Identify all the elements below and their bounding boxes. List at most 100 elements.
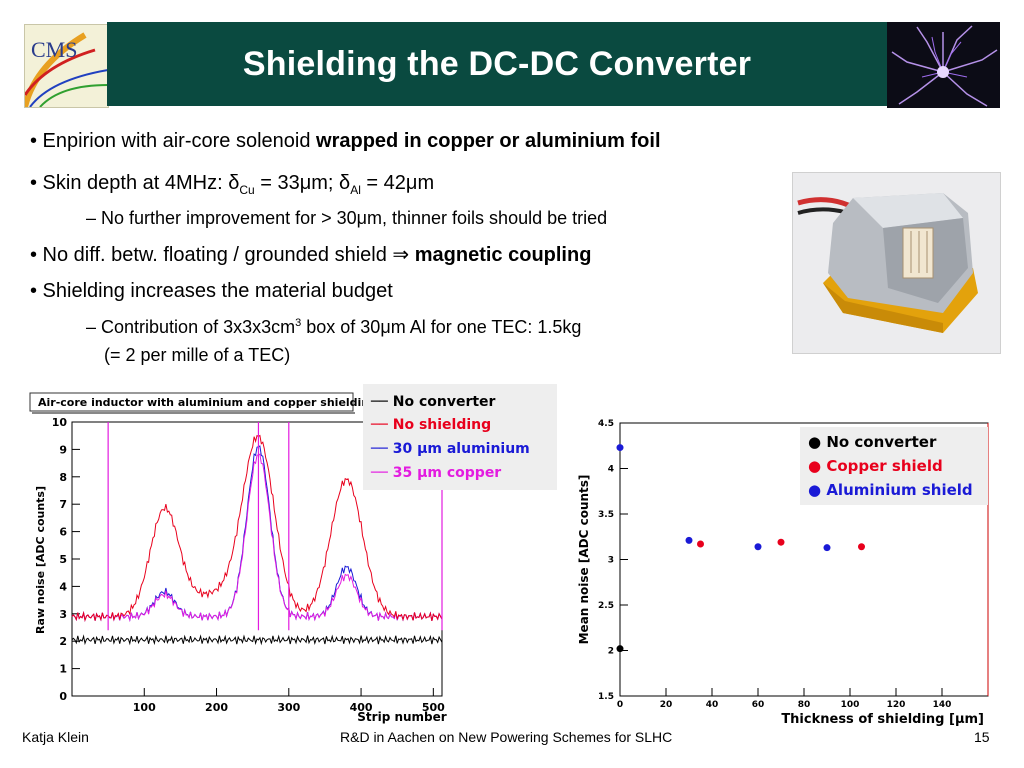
cms-logo-text: CMS <box>31 37 77 62</box>
bullet-text: = 42 <box>360 172 406 194</box>
data-point <box>777 538 785 546</box>
bullet-text: m Al for one TEC: 1.5kg <box>390 317 582 337</box>
sub-bullet-contribution: – Contribution of 3x3x3cm3 box of 30μm A… <box>86 317 581 338</box>
subscript-cu: Cu <box>239 183 255 197</box>
x-tick-label: 100 <box>133 701 156 714</box>
y-tick-label: 2 <box>608 647 614 657</box>
page-title: Shielding the DC-DC Converter <box>242 44 752 83</box>
y-tick-label: 8 <box>59 471 67 484</box>
bullet-text: • Skin depth at 4MHz: <box>30 172 229 194</box>
mu-symbol: μ <box>299 172 312 194</box>
bullet-bold-text: magnetic coupling <box>409 244 592 266</box>
y-tick-label: 7 <box>59 498 67 511</box>
x-tick-label: 0 <box>617 700 623 710</box>
delta-symbol: δ <box>339 172 351 194</box>
plasma-discharge-image <box>887 22 1000 108</box>
bullet-text: • Enpirion with air-core solenoid <box>30 130 317 152</box>
bullet-enpirion: • Enpirion with air-core solenoid wrappe… <box>30 130 661 153</box>
bullet-text: (= 2 per mille of a TEC) <box>104 345 291 365</box>
curve-no-shielding <box>71 434 443 622</box>
title-bar: Shielding the DC-DC Converter <box>107 22 887 106</box>
y-tick-label: 3.5 <box>598 510 614 520</box>
plot-left-xlabel: Strip number <box>357 710 446 724</box>
legend-item-copper: ── 35 μm copper <box>371 465 502 481</box>
y-tick-label: 2 <box>59 635 67 648</box>
bullet-text: m; <box>311 172 340 194</box>
x-tick-label: 80 <box>798 700 811 710</box>
x-tick-label: 20 <box>660 700 673 710</box>
bullet-magnetic-coupling: • No diff. betw. floating / grounded shi… <box>30 242 591 267</box>
legend-item-no-converter: ● No converter <box>808 433 937 451</box>
shielded-converter-photo <box>792 172 1001 354</box>
x-tick-label: 200 <box>205 701 228 714</box>
bullet-text: box of 30 <box>301 317 381 337</box>
x-tick-label: 500 <box>422 701 445 714</box>
curve-no-converter <box>71 634 443 646</box>
y-tick-label: 5 <box>59 553 67 566</box>
legend-item-copper-shield: ● Copper shield <box>808 457 943 475</box>
y-tick-label: 3 <box>608 556 614 566</box>
sub-bullet-per-mille: (= 2 per mille of a TEC) <box>104 345 290 366</box>
bullet-skin-depth: • Skin depth at 4MHz: δCu = 33μm; δAl = … <box>30 172 434 197</box>
mu-symbol: μ <box>405 172 418 194</box>
bullet-text: • No diff. betw. floating / grounded shi… <box>30 244 393 266</box>
legend-item-aluminium: ── 30 μm aluminium <box>371 441 530 457</box>
dash: – <box>86 208 102 228</box>
subscript-al: Al <box>350 183 361 197</box>
y-tick-label: 4 <box>608 465 614 475</box>
y-tick-label: 1.5 <box>598 692 614 702</box>
plot-right-ylabel: Mean noise [ADC counts] <box>577 475 591 645</box>
bullet-bold-text: wrapped in copper or aluminium foil <box>316 130 661 152</box>
x-tick-label: 140 <box>933 700 952 710</box>
y-tick-label: 1 <box>59 663 67 676</box>
plot-left-title: Air-core inductor with aluminium and cop… <box>38 396 377 409</box>
sub-bullet-improvement: – No further improvement for > 30μm, thi… <box>86 208 607 229</box>
legend-item-no-shielding: ── No shielding <box>371 417 492 433</box>
slide-header: CMS Shielding the DC-DC Converter <box>0 22 1024 108</box>
mean-noise-plot: 1.5 2 2.5 3 3.5 4 4.5 0 20 40 60 80 100 120 140 Mean no… <box>570 408 1000 728</box>
superscript: 3 <box>295 317 302 329</box>
x-tick-label: 120 <box>887 700 906 710</box>
data-point <box>685 536 693 544</box>
plot-left-legend: ── No converter ── No shielding ── 30 μm… <box>363 384 557 490</box>
footer-page-number: 15 <box>974 729 990 745</box>
y-tick-label: 9 <box>59 443 67 456</box>
delta-symbol: δ <box>228 172 240 194</box>
data-point <box>754 543 762 551</box>
y-tick-label: 2.5 <box>598 601 614 611</box>
data-point <box>616 645 624 653</box>
plot-right-xlabel: Thickness of shielding [μm] <box>781 712 984 727</box>
footer-author: Katja Klein <box>22 729 89 745</box>
footer-talk-title: R&D in Aachen on New Powering Schemes fo… <box>340 729 673 745</box>
bullet-text: = 33 <box>254 172 300 194</box>
x-tick-label: 40 <box>706 700 719 710</box>
dash: – <box>86 317 102 337</box>
y-tick-label: 3 <box>59 608 67 621</box>
bullet-text: • Shielding increases the material budge… <box>30 280 393 302</box>
mu-symbol: μ <box>380 317 391 337</box>
y-tick-label: 4 <box>59 580 67 593</box>
x-tick-label: 60 <box>752 700 765 710</box>
legend-item-aluminium-shield: ● Aluminium shield <box>808 481 973 499</box>
bullet-text: m <box>417 172 435 194</box>
plot-left-ylabel: Raw noise [ADC counts] <box>34 486 47 634</box>
plot-right-legend: ● No converter ● Copper shield ● Alumini… <box>800 427 988 505</box>
y-tick-label: 0 <box>59 690 67 703</box>
bullet-text: m, thinner foils should be tried <box>367 208 608 228</box>
curve-copper <box>71 453 443 623</box>
bullet-material-budget: • Shielding increases the material budge… <box>30 280 393 303</box>
data-point <box>697 540 704 548</box>
data-point <box>823 544 831 552</box>
bullet-text: No further improvement for > 30 <box>101 208 357 228</box>
legend-item-no-converter: ── No converter <box>371 394 496 410</box>
x-tick-label: 400 <box>350 701 373 714</box>
y-tick-label: 4.5 <box>598 419 614 429</box>
y-tick-label: 10 <box>52 416 68 429</box>
implies-arrow: ⇒ <box>392 244 410 266</box>
x-tick-label: 100 <box>841 700 860 710</box>
mu-symbol: μ <box>356 208 368 228</box>
cms-logo: CMS <box>24 24 109 108</box>
data-point <box>616 444 624 452</box>
x-tick-label: 300 <box>277 701 300 714</box>
y-tick-label: 6 <box>59 526 67 539</box>
